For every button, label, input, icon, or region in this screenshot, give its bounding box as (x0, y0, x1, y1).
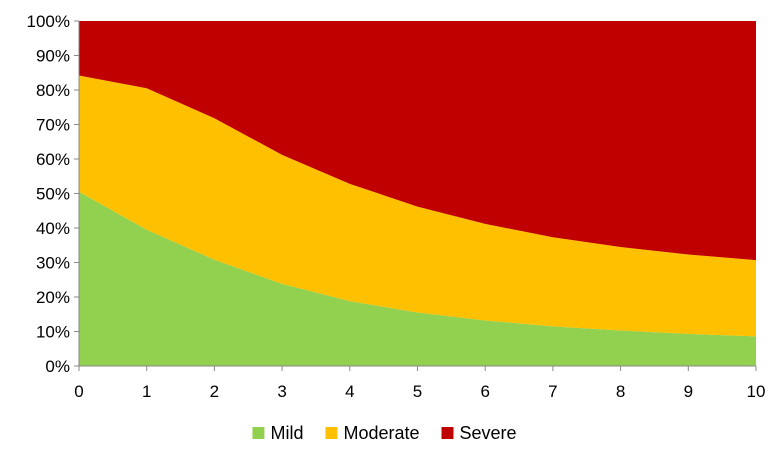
legend-label: Severe (460, 423, 517, 443)
x-axis-ticks: 0 1 2 3 4 5 6 7 8 9 10 (74, 366, 765, 401)
x-tick-label: 0 (74, 382, 83, 401)
legend-label: Moderate (343, 423, 419, 443)
x-tick-label: 5 (413, 382, 422, 401)
y-tick-label: 70% (36, 116, 70, 135)
y-tick-label: 50% (36, 185, 70, 204)
y-tick-label: 90% (36, 47, 70, 66)
legend-label: Mild (270, 423, 303, 443)
legend-item-mild: Mild (252, 423, 303, 443)
y-tick-label: 0% (45, 357, 70, 376)
area-series-group (79, 21, 756, 366)
y-tick-label: 100% (27, 12, 70, 31)
y-axis-ticks: 0% 10% 20% 30% 40% 50% 60% 70% 80% 90% 100% (27, 12, 79, 376)
legend-item-moderate: Moderate (325, 423, 420, 443)
x-tick-label: 10 (747, 382, 766, 401)
legend-swatch (441, 427, 454, 439)
y-tick-label: 40% (36, 219, 70, 238)
x-tick-label: 8 (616, 382, 625, 401)
y-tick-label: 60% (36, 150, 70, 169)
area-moderate (79, 75, 756, 337)
x-tick-label: 9 (684, 382, 693, 401)
legend-item-severe: Severe (441, 423, 517, 443)
y-tick-label: 10% (36, 323, 70, 342)
area-severe (79, 21, 756, 261)
x-tick-label: 1 (142, 382, 151, 401)
x-tick-label: 6 (480, 382, 489, 401)
legend: Mild Moderate Severe (252, 423, 517, 443)
legend-swatch (325, 427, 338, 439)
y-tick-label: 20% (36, 288, 70, 307)
x-tick-label: 2 (210, 382, 219, 401)
x-tick-label: 4 (345, 382, 354, 401)
x-tick-label: 7 (548, 382, 557, 401)
area-mild (79, 191, 756, 366)
x-tick-label: 3 (277, 382, 286, 401)
y-tick-label: 30% (36, 254, 70, 273)
legend-swatch (252, 427, 265, 439)
y-tick-label: 80% (36, 81, 70, 100)
